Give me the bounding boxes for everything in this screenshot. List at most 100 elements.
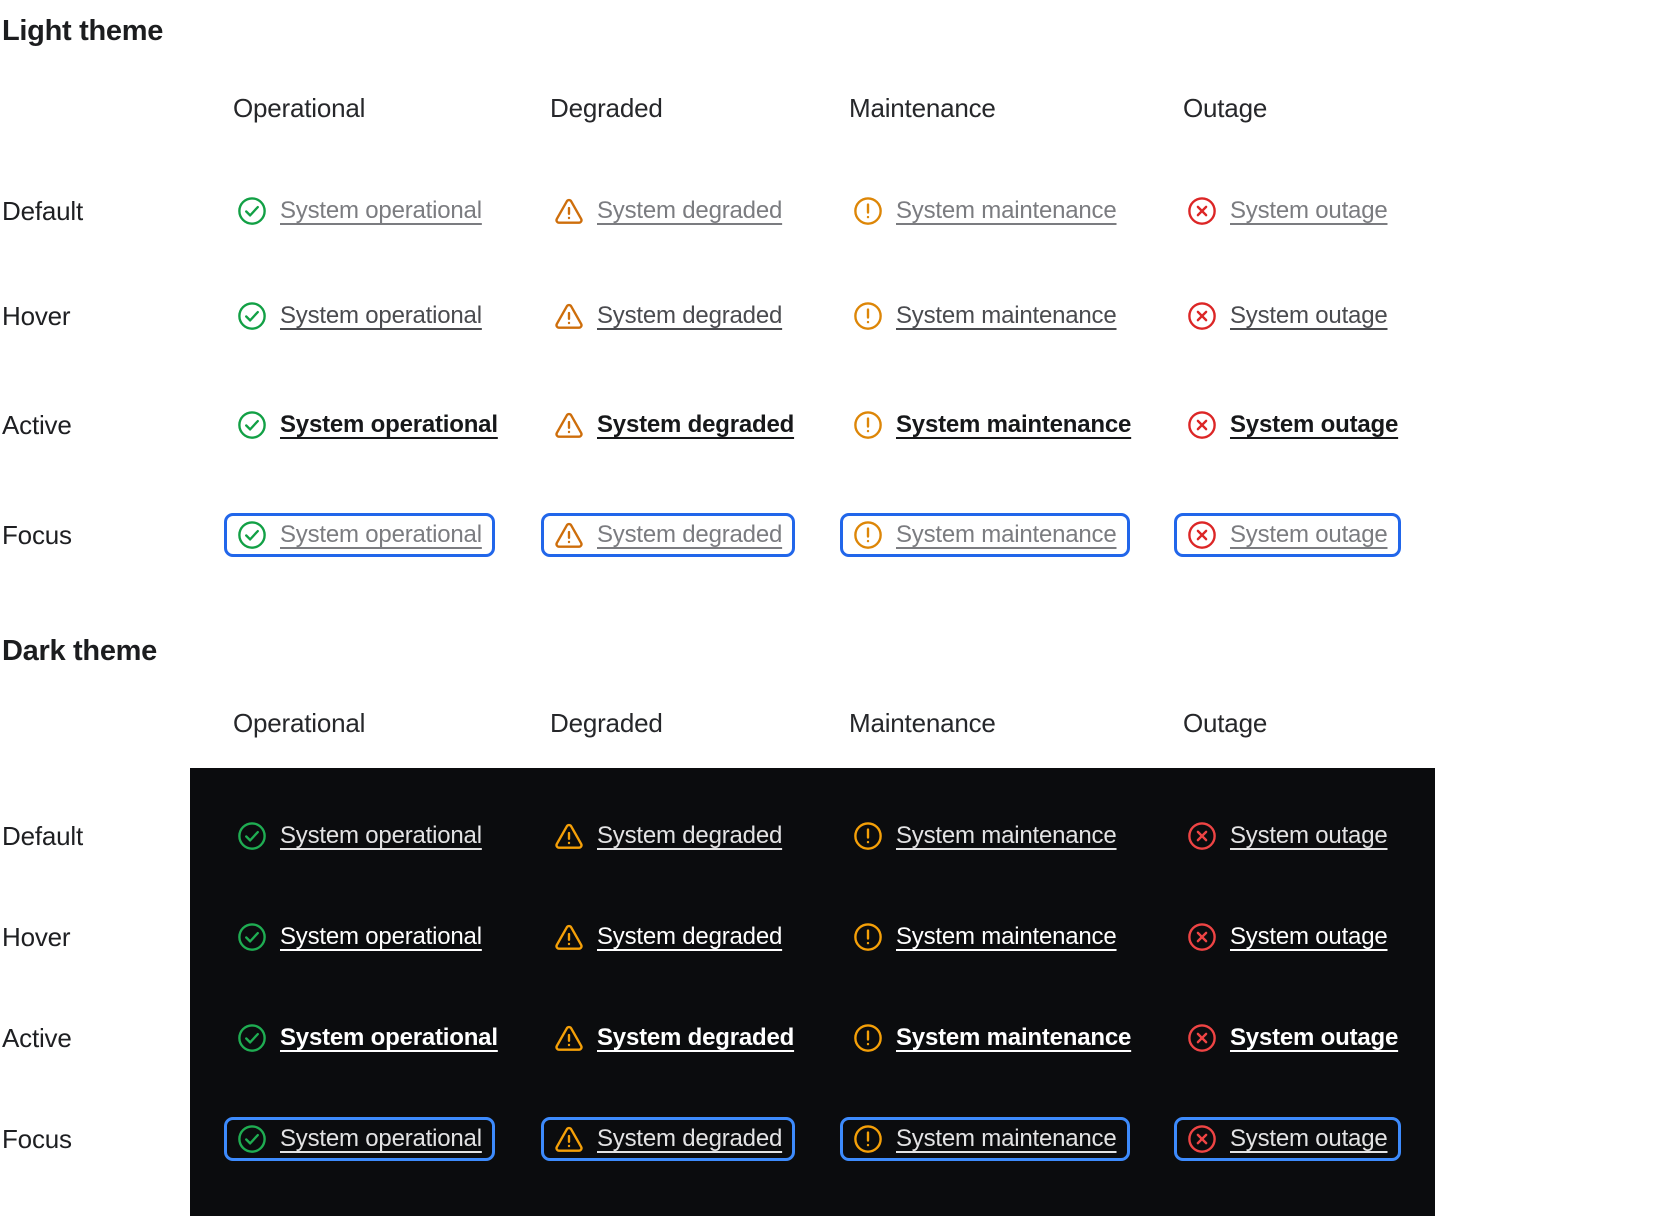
status-link-label: System operational: [280, 197, 482, 224]
status-link-label: System degraded: [597, 1125, 783, 1152]
status-link-label: System degraded: [597, 521, 783, 548]
alert-circle-icon: [853, 196, 883, 226]
status-link-label: System degraded: [597, 822, 783, 849]
check-circle-icon: [237, 1023, 267, 1053]
light-row-label-default: Default: [2, 196, 83, 226]
status-link-label: System degraded: [597, 411, 795, 438]
status-link-label: System outage: [1230, 1125, 1388, 1152]
warning-triangle-icon: [554, 410, 584, 440]
light-focus-degraded-cell: System degraded: [541, 513, 796, 557]
dark-column-header-outage: Outage: [1183, 708, 1268, 738]
dark-column-header-degraded: Degraded: [550, 708, 663, 738]
light-default-degraded-link[interactable]: System degraded: [541, 189, 795, 233]
alert-circle-icon: [853, 1023, 883, 1053]
light-active-maintenance-link[interactable]: System maintenance: [840, 403, 1144, 447]
status-link-label: System maintenance: [896, 1024, 1132, 1051]
status-link-label: System maintenance: [896, 923, 1117, 950]
dark-hover-outage-cell: System outage: [1174, 915, 1401, 959]
status-link-label: System maintenance: [896, 1125, 1117, 1152]
dark-default-degraded-link[interactable]: System degraded: [541, 814, 795, 858]
status-link-label: System maintenance: [896, 411, 1132, 438]
alert-circle-icon: [853, 410, 883, 440]
light-row-label-focus: Focus: [2, 520, 72, 550]
x-circle-icon: [1187, 821, 1217, 851]
dark-hover-outage-link[interactable]: System outage: [1174, 915, 1401, 959]
alert-circle-icon: [853, 520, 883, 550]
x-circle-icon: [1187, 520, 1217, 550]
light-focus-outage-cell: System outage: [1174, 513, 1401, 557]
x-circle-icon: [1187, 301, 1217, 331]
dark-focus-outage-link[interactable]: System outage: [1174, 1117, 1401, 1161]
status-link-label: System outage: [1230, 197, 1388, 224]
light-focus-maintenance-link[interactable]: System maintenance: [840, 513, 1130, 557]
light-default-outage-link[interactable]: System outage: [1174, 189, 1401, 233]
dark-hover-operational-link[interactable]: System operational: [224, 915, 495, 959]
light-hover-maintenance-cell: System maintenance: [840, 294, 1130, 338]
status-link-label: System degraded: [597, 1024, 795, 1051]
dark-active-degraded-link[interactable]: System degraded: [541, 1016, 807, 1060]
status-link-label: System operational: [280, 822, 482, 849]
light-hover-operational-link[interactable]: System operational: [224, 294, 495, 338]
dark-default-outage-cell: System outage: [1174, 814, 1401, 858]
status-link-label: System outage: [1230, 411, 1399, 438]
status-link-label: System outage: [1230, 302, 1388, 329]
light-focus-maintenance-cell: System maintenance: [840, 513, 1130, 557]
light-active-outage-link[interactable]: System outage: [1174, 403, 1411, 447]
light-active-maintenance-cell: System maintenance: [840, 403, 1144, 447]
dark-theme-title: Dark theme: [2, 635, 157, 667]
status-link-label: System operational: [280, 1024, 498, 1051]
light-default-degraded-cell: System degraded: [541, 189, 795, 233]
status-link-label: System outage: [1230, 923, 1388, 950]
dark-focus-maintenance-link[interactable]: System maintenance: [840, 1117, 1130, 1161]
light-active-degraded-cell: System degraded: [541, 403, 807, 447]
light-hover-degraded-cell: System degraded: [541, 294, 795, 338]
dark-active-outage-link[interactable]: System outage: [1174, 1016, 1411, 1060]
alert-circle-icon: [853, 922, 883, 952]
dark-hover-maintenance-link[interactable]: System maintenance: [840, 915, 1130, 959]
dark-active-operational-link[interactable]: System operational: [224, 1016, 511, 1060]
light-row-label-hover: Hover: [2, 301, 71, 331]
dark-active-operational-cell: System operational: [224, 1016, 511, 1060]
status-link-label: System outage: [1230, 1024, 1399, 1051]
status-link-label: System maintenance: [896, 521, 1117, 548]
light-hover-outage-link[interactable]: System outage: [1174, 294, 1401, 338]
x-circle-icon: [1187, 1124, 1217, 1154]
light-default-operational-link[interactable]: System operational: [224, 189, 495, 233]
dark-active-maintenance-link[interactable]: System maintenance: [840, 1016, 1144, 1060]
dark-focus-maintenance-cell: System maintenance: [840, 1117, 1130, 1161]
warning-triangle-icon: [554, 301, 584, 331]
dark-column-header-maintenance: Maintenance: [849, 708, 996, 738]
light-active-degraded-link[interactable]: System degraded: [541, 403, 807, 447]
dark-default-maintenance-link[interactable]: System maintenance: [840, 814, 1130, 858]
dark-focus-degraded-cell: System degraded: [541, 1117, 796, 1161]
dark-focus-outage-cell: System outage: [1174, 1117, 1401, 1161]
light-focus-operational-link[interactable]: System operational: [224, 513, 495, 557]
dark-focus-operational-link[interactable]: System operational: [224, 1117, 495, 1161]
dark-hover-degraded-cell: System degraded: [541, 915, 795, 959]
status-link-label: System operational: [280, 521, 482, 548]
warning-triangle-icon: [554, 1023, 584, 1053]
light-active-operational-link[interactable]: System operational: [224, 403, 511, 447]
status-link-label: System maintenance: [896, 197, 1117, 224]
status-link-label: System degraded: [597, 923, 783, 950]
status-link-label: System outage: [1230, 521, 1388, 548]
dark-default-outage-link[interactable]: System outage: [1174, 814, 1401, 858]
dark-hover-operational-cell: System operational: [224, 915, 495, 959]
light-default-maintenance-link[interactable]: System maintenance: [840, 189, 1130, 233]
light-hover-operational-cell: System operational: [224, 294, 495, 338]
dark-default-operational-link[interactable]: System operational: [224, 814, 495, 858]
dark-theme-panel: [190, 768, 1435, 1216]
light-focus-outage-link[interactable]: System outage: [1174, 513, 1401, 557]
light-hover-degraded-link[interactable]: System degraded: [541, 294, 795, 338]
light-focus-operational-cell: System operational: [224, 513, 495, 557]
dark-focus-degraded-link[interactable]: System degraded: [541, 1117, 796, 1161]
status-link-label: System maintenance: [896, 822, 1117, 849]
light-hover-outage-cell: System outage: [1174, 294, 1401, 338]
light-theme-title: Light theme: [2, 15, 164, 47]
light-focus-degraded-link[interactable]: System degraded: [541, 513, 796, 557]
status-link-label: System outage: [1230, 822, 1388, 849]
x-circle-icon: [1187, 196, 1217, 226]
dark-hover-degraded-link[interactable]: System degraded: [541, 915, 795, 959]
light-hover-maintenance-link[interactable]: System maintenance: [840, 294, 1130, 338]
dark-row-label-active: Active: [2, 1023, 72, 1053]
